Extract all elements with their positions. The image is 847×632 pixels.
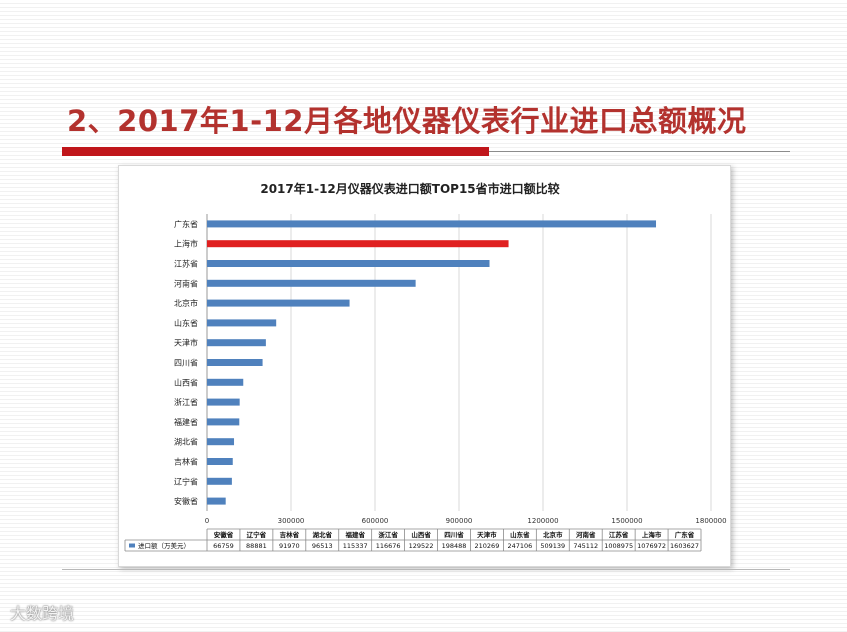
category-label: 山西省 bbox=[174, 377, 198, 387]
bar-9 bbox=[207, 319, 277, 327]
table-header-cell: 河南省 bbox=[576, 530, 596, 539]
title-underline-red bbox=[62, 147, 489, 156]
category-label: 广东省 bbox=[174, 219, 198, 229]
bar-11 bbox=[207, 279, 416, 287]
table-header-cell: 山西省 bbox=[411, 530, 431, 539]
legend-label: 进口额（万美元） bbox=[138, 541, 190, 550]
bar-chart: 2017年1-12月仪器仪表进口额TOP15省市进口额比较 安徽省辽宁省吉林省湖… bbox=[124, 181, 727, 552]
bar-10 bbox=[207, 299, 350, 307]
watermark: 大数跨境 bbox=[10, 604, 75, 623]
bar-14 bbox=[207, 220, 657, 228]
bar-5 bbox=[207, 398, 240, 406]
table-header-cell: 江苏省 bbox=[609, 530, 629, 539]
x-tick-label: 1800000 bbox=[695, 517, 726, 525]
table-value-cell: 1076972 bbox=[637, 542, 666, 550]
table-value-cell: 116676 bbox=[376, 542, 401, 550]
category-label: 上海市 bbox=[174, 239, 198, 249]
bar-6 bbox=[207, 378, 244, 386]
table-value-cell: 88881 bbox=[246, 542, 267, 550]
category-labels: 安徽省 辽宁省 吉林省 湖北省 福建省 浙江省 山西省 四川省 天津市 山东省 北京市 河南省 江苏省 上… bbox=[174, 219, 198, 506]
slide-title: 2、2017年1-12月各地仪器仪表行业进口总额概况 bbox=[67, 104, 747, 138]
table-value-cell: 1603627 bbox=[670, 542, 699, 550]
table-value-cell: 91970 bbox=[279, 542, 300, 550]
bar-8 bbox=[207, 339, 266, 347]
table-value-cell: 66759 bbox=[213, 542, 234, 550]
bar-12 bbox=[207, 260, 490, 267]
table-value-cell: 198488 bbox=[442, 542, 467, 550]
table-header-cell: 辽宁省 bbox=[247, 530, 267, 539]
data-table: 安徽省 66759 辽宁省 88881 吉林省 91970 湖北省 96513 福建省 11533… bbox=[124, 528, 702, 552]
bar-0 bbox=[207, 497, 226, 505]
table-header-cell: 吉林省 bbox=[280, 530, 300, 539]
table-header-cell: 湖北省 bbox=[313, 530, 333, 539]
table-header-cell: 上海市 bbox=[642, 530, 662, 539]
chart-panel: 2017年1-12月仪器仪表进口额TOP15省市进口额比较 安徽省 辽宁省 吉林省湖… bbox=[118, 165, 731, 567]
category-label: 湖北省 bbox=[174, 437, 198, 447]
table-value-cell: 509139 bbox=[540, 542, 565, 550]
bar-7 bbox=[207, 359, 263, 366]
legend-swatch bbox=[129, 543, 135, 548]
chart-title: 2017年1-12月仪器仪表进口额TOP15省市进口额比较 bbox=[260, 181, 559, 196]
table-value-cell: 745112 bbox=[573, 542, 598, 550]
category-label: 江苏省 bbox=[174, 259, 198, 269]
x-tick-label: 0 bbox=[205, 517, 209, 525]
bar-1 bbox=[207, 477, 232, 485]
category-label: 山东省 bbox=[174, 318, 198, 328]
table-value-cell: 96513 bbox=[312, 542, 333, 550]
category-label: 浙江省 bbox=[174, 397, 198, 407]
table-value-cell: 1008975 bbox=[604, 542, 633, 550]
x-tick-label: 300000 bbox=[278, 517, 305, 525]
bar-3 bbox=[207, 438, 235, 446]
category-label: 天津市 bbox=[174, 338, 198, 348]
table-value-cell: 129522 bbox=[409, 542, 434, 550]
category-label: 四川省 bbox=[174, 358, 198, 368]
x-tick-labels: 0 300000 600000 900000 1200000 1500000 1800000 bbox=[205, 517, 727, 525]
x-tick-label: 600000 bbox=[362, 517, 389, 525]
x-tick-label: 1500000 bbox=[611, 517, 642, 525]
footer-divider bbox=[62, 569, 790, 570]
table-header-cell: 安徽省 bbox=[214, 530, 234, 539]
bars bbox=[207, 220, 657, 505]
table-value-cell: 247106 bbox=[507, 542, 532, 550]
x-tick-label: 900000 bbox=[446, 517, 473, 525]
category-label: 安徽省 bbox=[174, 496, 198, 506]
table-value-cell: 115337 bbox=[343, 542, 368, 550]
gridlines bbox=[206, 214, 712, 511]
category-label: 福建省 bbox=[174, 417, 198, 427]
x-tick-label: 1200000 bbox=[527, 517, 558, 525]
table-header-cell: 福建省 bbox=[344, 530, 365, 539]
table-header-cell: 广东省 bbox=[675, 530, 695, 539]
category-label: 河南省 bbox=[174, 278, 198, 288]
category-label: 辽宁省 bbox=[174, 476, 198, 486]
bar-13 bbox=[207, 240, 509, 248]
category-label: 吉林省 bbox=[174, 457, 198, 467]
table-header-cell: 四川省 bbox=[444, 530, 464, 539]
table-header-cell: 天津市 bbox=[477, 530, 497, 539]
bar-4 bbox=[207, 418, 240, 426]
bar-2 bbox=[207, 458, 233, 465]
category-label: 北京市 bbox=[174, 298, 198, 308]
table-header-cell: 山东省 bbox=[510, 530, 530, 539]
table-value-cell: 210269 bbox=[475, 542, 500, 550]
title-underline-grey bbox=[489, 151, 790, 152]
table-header-cell: 北京市 bbox=[543, 530, 563, 539]
table-header-cell: 浙江省 bbox=[378, 530, 398, 539]
